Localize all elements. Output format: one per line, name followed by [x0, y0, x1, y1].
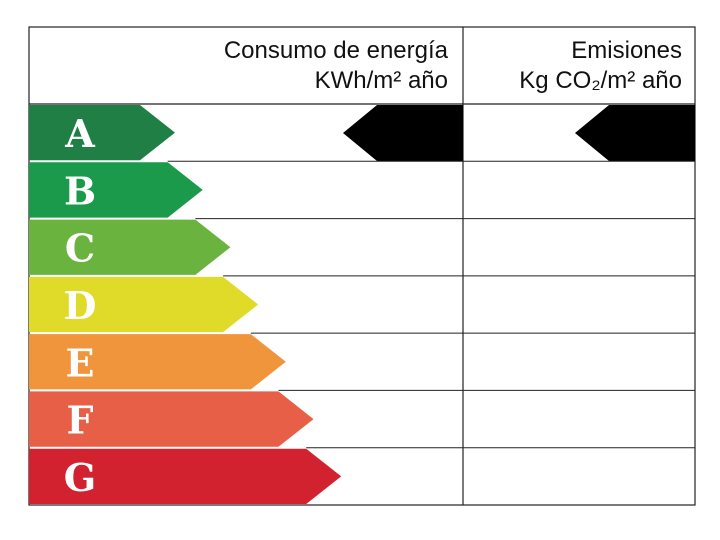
- emissions-rating-arrow: [575, 105, 695, 161]
- class-letter: B: [64, 168, 96, 213]
- emissions-title: Emisiones: [571, 37, 682, 64]
- class-letter: D: [64, 283, 97, 328]
- class-arrow: [29, 276, 259, 333]
- class-letter: E: [66, 340, 95, 385]
- class-letter: G: [64, 455, 96, 500]
- class-letter: C: [65, 226, 95, 271]
- class-arrow: [29, 448, 342, 504]
- class-arrow: [29, 105, 175, 161]
- energy-rating-arrow: [343, 105, 463, 161]
- class-letter: A: [64, 111, 95, 156]
- class-arrow: [29, 334, 286, 390]
- class-arrow: [29, 391, 314, 447]
- class-arrow: [29, 162, 203, 218]
- class-letter: F: [67, 398, 94, 443]
- emissions-unit: Kg CO₂/m² año: [519, 67, 682, 94]
- energy-unit: KWh/m² año: [315, 67, 448, 94]
- energy-title: Consumo de energía: [224, 37, 449, 64]
- class-arrow: [29, 219, 231, 275]
